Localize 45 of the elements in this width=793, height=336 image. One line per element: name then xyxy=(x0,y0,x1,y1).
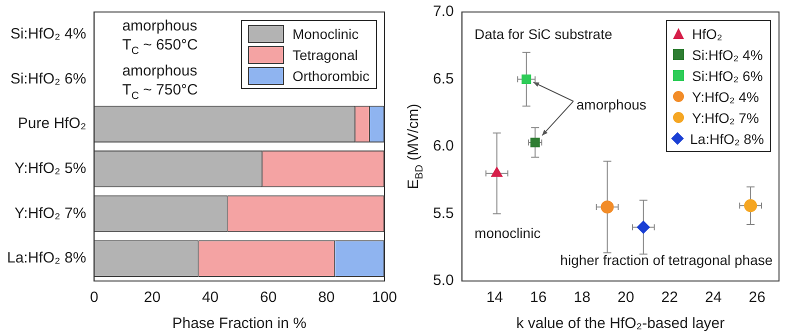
x-tick-label: 0 xyxy=(90,289,98,306)
y-tick-label: 5.0 xyxy=(432,272,454,290)
x-tick-label: 18 xyxy=(574,289,590,306)
y-tick-label: 7.0 xyxy=(432,3,454,20)
legend-label: Y:HfO₂ 7% xyxy=(692,110,759,126)
point xyxy=(636,220,650,234)
legend-label: La:HfO₂ 8% xyxy=(690,130,764,146)
x-axis-title: Phase Fraction in % xyxy=(172,315,306,332)
point xyxy=(530,138,540,148)
point xyxy=(600,200,614,214)
legend-label: Tetragonal xyxy=(292,46,358,62)
annotation: Data for SiC substrate xyxy=(474,26,612,42)
legend-label: HfO₂ xyxy=(692,26,722,42)
annotation: monoclinic xyxy=(474,224,541,241)
y-tick-label: Pure HfO₂ xyxy=(18,115,86,132)
y-tick-label: 6.5 xyxy=(432,70,454,88)
y-tick-label: 6.0 xyxy=(432,138,454,155)
point xyxy=(744,199,758,212)
y-axis-title: EBD (MV/cm) xyxy=(405,104,426,190)
y-tick-label: Y:HfO₂ 5% xyxy=(14,160,86,178)
point xyxy=(522,74,532,84)
annotation: amorphous xyxy=(576,96,646,112)
x-tick-label: 40 xyxy=(202,289,219,306)
legend-label: Monoclinic xyxy=(292,26,359,42)
x-tick-label: 22 xyxy=(661,289,678,306)
y-tick-label: Si:HfO₂ 4% xyxy=(10,26,86,43)
legend-label: Orthorombic xyxy=(292,68,370,84)
x-tick-label: 26 xyxy=(748,289,766,306)
y-tick-label: La:HfO₂ 8% xyxy=(6,250,86,267)
x-tick-label: 60 xyxy=(260,289,277,306)
x-axis-title: k value of the HfO₂-based layer xyxy=(516,315,725,332)
x-tick-label: 80 xyxy=(318,289,335,306)
legend-label: Y:HfO₂ 4% xyxy=(692,88,759,104)
y-tick-label: 5.5 xyxy=(432,204,454,222)
y-tick-label: Si:HfO₂ 6% xyxy=(10,70,86,88)
x-tick-label: 14 xyxy=(486,289,504,306)
y-tick-label: Y:HfO₂ 7% xyxy=(14,204,86,222)
legend-label: Si:HfO₂ 4% xyxy=(692,46,763,62)
x-tick-label: 24 xyxy=(705,289,722,306)
x-tick-label: 100 xyxy=(372,289,397,306)
legend-label: Si:HfO₂ 6% xyxy=(692,68,763,84)
x-tick-label: 20 xyxy=(144,289,161,306)
annotation: higher fraction of tetragonal phase xyxy=(560,252,773,268)
x-tick-label: 20 xyxy=(618,289,634,306)
x-tick-label: 16 xyxy=(530,289,547,306)
